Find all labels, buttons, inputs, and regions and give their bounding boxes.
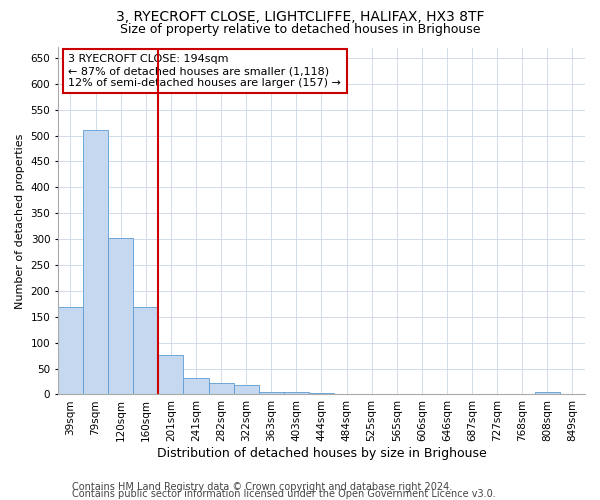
Bar <box>58 308 83 394</box>
Bar <box>133 308 158 394</box>
Y-axis label: Number of detached properties: Number of detached properties <box>15 134 25 308</box>
Text: Contains HM Land Registry data © Crown copyright and database right 2024.: Contains HM Land Registry data © Crown c… <box>72 482 452 492</box>
Text: Contains public sector information licensed under the Open Government Licence v3: Contains public sector information licen… <box>72 489 496 499</box>
Bar <box>209 383 233 394</box>
Bar <box>535 392 560 394</box>
Bar <box>83 130 108 394</box>
Bar <box>184 378 209 394</box>
Bar <box>108 238 133 394</box>
Text: 3, RYECROFT CLOSE, LIGHTCLIFFE, HALIFAX, HX3 8TF: 3, RYECROFT CLOSE, LIGHTCLIFFE, HALIFAX,… <box>116 10 484 24</box>
Text: 3 RYECROFT CLOSE: 194sqm
← 87% of detached houses are smaller (1,118)
12% of sem: 3 RYECROFT CLOSE: 194sqm ← 87% of detach… <box>68 54 341 88</box>
Bar <box>158 355 184 395</box>
Bar <box>259 392 284 394</box>
Bar <box>284 392 309 394</box>
X-axis label: Distribution of detached houses by size in Brighouse: Distribution of detached houses by size … <box>157 447 487 460</box>
Text: Size of property relative to detached houses in Brighouse: Size of property relative to detached ho… <box>120 22 480 36</box>
Bar <box>233 384 259 394</box>
